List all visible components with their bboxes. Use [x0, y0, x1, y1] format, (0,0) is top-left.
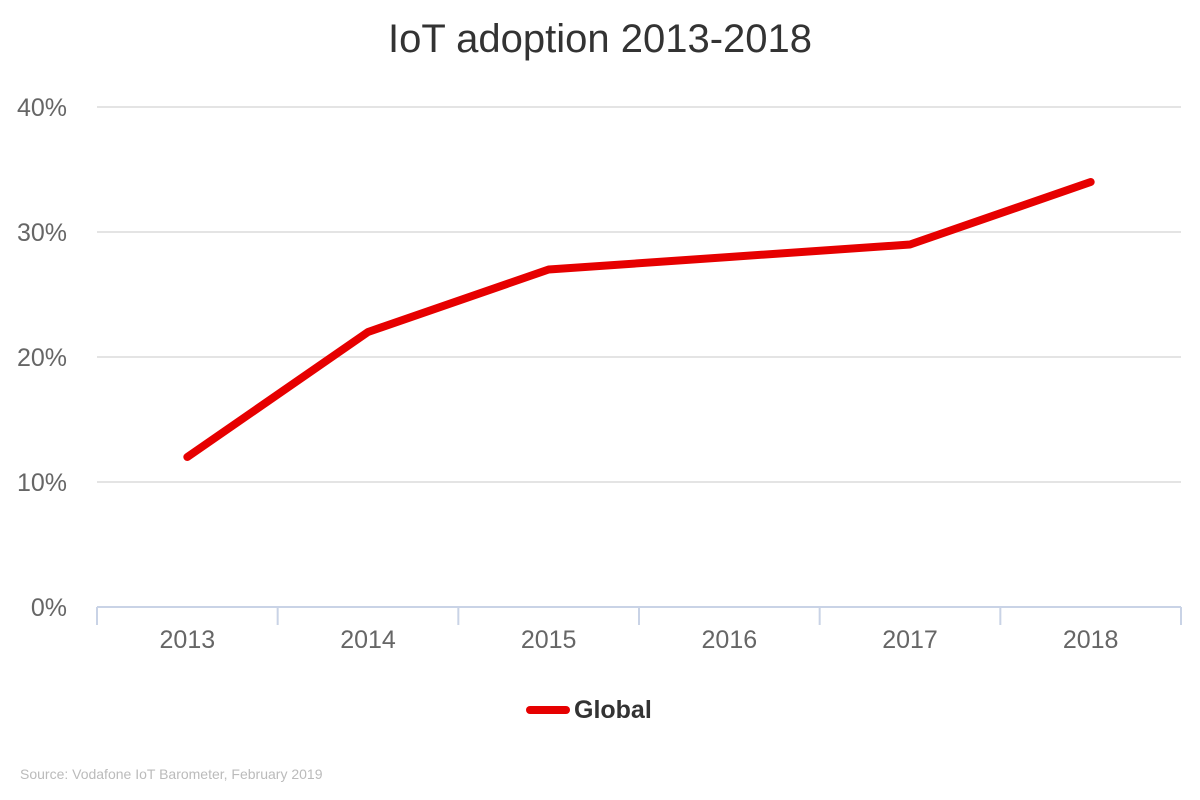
y-tick-label: 0%: [31, 594, 67, 622]
legend: Global: [526, 696, 652, 724]
series-line-global: [183, 178, 1095, 461]
x-tick-label: 2015: [521, 626, 577, 654]
x-tick-label: 2017: [882, 626, 938, 654]
x-tick-label: 2013: [160, 626, 216, 654]
y-tick-label: 20%: [17, 344, 67, 372]
x-tick-label: 2016: [702, 626, 758, 654]
chart-title: IoT adoption 2013-2018: [388, 17, 812, 61]
source-note: Source: Vodafone IoT Barometer, February…: [20, 766, 323, 782]
x-tick-label: 2018: [1063, 626, 1119, 654]
y-tick-label: 40%: [17, 94, 67, 122]
legend-label-global: Global: [574, 696, 652, 724]
y-tick-label: 30%: [17, 219, 67, 247]
x-tick-label: 2014: [340, 626, 396, 654]
y-tick-label: 10%: [17, 469, 67, 497]
